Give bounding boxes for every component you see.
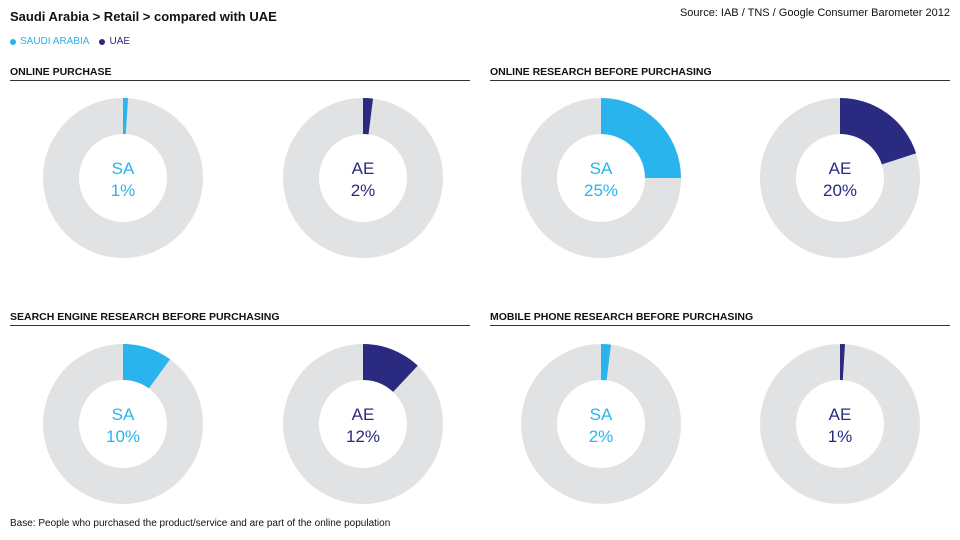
donut-series-label: AE — [829, 159, 852, 178]
donut-value-label: 1% — [828, 427, 853, 446]
donut-series-label: SA — [112, 405, 135, 424]
donut-value-arc — [601, 98, 681, 178]
donut-value-label: 1% — [111, 181, 136, 200]
donut-series-label: SA — [112, 159, 135, 178]
section-rule — [490, 325, 950, 326]
section-title-online-research: ONLINE RESEARCH BEFORE PURCHASING — [490, 66, 712, 78]
donut-remainder-arc — [43, 98, 203, 258]
donut-value-label: 10% — [106, 427, 140, 446]
donut-remainder-arc — [521, 344, 681, 504]
donut-value-arc — [363, 344, 418, 392]
donut-remainder-arc — [283, 344, 443, 504]
donut-remainder-arc — [283, 98, 443, 258]
donut-value-label: 2% — [589, 427, 614, 446]
section-title-mobile-phone-research: MOBILE PHONE RESEARCH BEFORE PURCHASING — [490, 311, 754, 323]
donut-search-engine-sa: SA 10% — [43, 344, 203, 504]
donut-value-label: 25% — [584, 181, 618, 200]
legend-item-uae: UAE — [99, 36, 130, 47]
donut-series-label: SA — [590, 405, 613, 424]
donut-value-arc — [601, 344, 612, 381]
donut-value-label: 20% — [823, 181, 857, 200]
legend: SAUDI ARABIA UAE — [10, 36, 130, 47]
source-note: Source: IAB / TNS / Google Consumer Baro… — [679, 7, 950, 19]
legend-item-saudi-arabia: SAUDI ARABIA — [10, 36, 89, 47]
donut-online-purchase-ae: AE 2% — [283, 98, 443, 258]
footnote: Base: People who purchased the product/s… — [10, 518, 391, 529]
donut-value-arc — [840, 344, 846, 381]
donut-remainder-arc — [43, 344, 203, 504]
donut-value-arc — [840, 98, 917, 165]
donut-value-arc — [363, 98, 374, 135]
donut-online-research-sa: SA 25% — [521, 98, 681, 258]
donut-mobile-phone-sa: SA 2% — [521, 344, 681, 504]
donut-online-research-ae: AE 20% — [760, 98, 920, 258]
legend-label-saudi-arabia: SAUDI ARABIA — [20, 36, 90, 47]
donut-value-arc — [123, 344, 171, 389]
donut-search-engine-ae: AE 12% — [283, 344, 443, 504]
donut-value-label: 2% — [351, 181, 376, 200]
donut-value-label: 12% — [346, 427, 380, 446]
donut-value-arc — [123, 98, 129, 135]
donut-online-purchase-sa: SA 1% — [43, 98, 203, 258]
legend-dot-saudi-arabia — [10, 38, 16, 45]
legend-dot-uae — [99, 38, 106, 45]
section-title-online-purchase: ONLINE PURCHASE — [10, 66, 112, 78]
section-rule — [10, 80, 470, 81]
donut-mobile-phone-ae: AE 1% — [760, 344, 920, 504]
donut-remainder-arc — [760, 344, 920, 504]
section-rule — [10, 325, 470, 326]
donut-series-label: AE — [352, 159, 375, 178]
legend-label-uae: UAE — [109, 36, 131, 47]
donut-series-label: AE — [352, 405, 375, 424]
donut-series-label: AE — [829, 405, 852, 424]
section-rule — [490, 80, 950, 81]
section-title-search-engine-research: SEARCH ENGINE RESEARCH BEFORE PURCHASING — [10, 311, 280, 323]
donut-series-label: SA — [590, 159, 613, 178]
page-title: Saudi Arabia > Retail > compared with UA… — [10, 9, 277, 24]
